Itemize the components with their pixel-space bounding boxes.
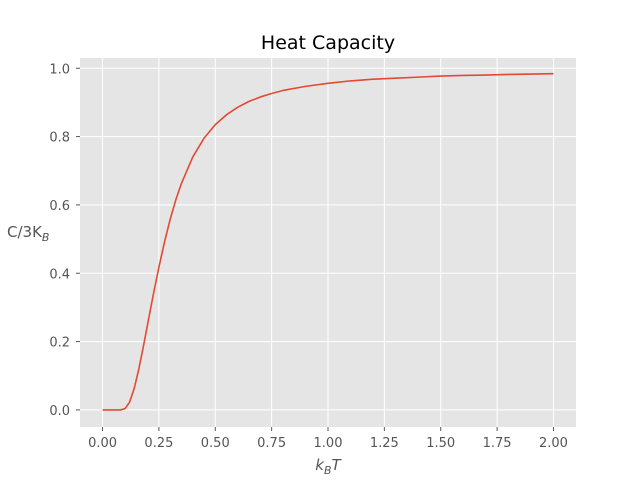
x-axis-label: kBT	[315, 456, 342, 477]
heat-capacity-line	[102, 72, 554, 411]
x-tick-label: 1.00	[314, 436, 343, 451]
grid-lines	[80, 58, 576, 427]
series-group	[102, 72, 554, 411]
x-tick-label: 2.00	[539, 436, 568, 451]
x-tick-label: 1.25	[370, 436, 399, 451]
y-tick-label: 0.4	[49, 267, 70, 282]
y-tick-label: 0.2	[49, 336, 70, 351]
x-tick-label: 0.00	[88, 436, 117, 451]
y-axis-label: C/3KB	[7, 223, 49, 244]
x-tick-label: 0.75	[257, 436, 286, 451]
x-tick-label: 1.50	[426, 436, 455, 451]
x-tick-label: 0.25	[144, 436, 173, 451]
x-tick-label: 0.50	[201, 436, 230, 451]
y-tick-label: 0.0	[49, 404, 70, 419]
y-tick-label: 1.0	[49, 62, 70, 77]
chart-title: Heat Capacity	[261, 32, 395, 54]
y-tick-label: 0.6	[49, 199, 70, 214]
x-tick-label: 1.75	[483, 436, 512, 451]
y-tick-label: 0.8	[49, 131, 70, 146]
axis-ticks: 0.00 0.25 0.50 0.75 1.00 1.25 1.50 1.75 2.00 0.0 0…	[49, 62, 568, 451]
